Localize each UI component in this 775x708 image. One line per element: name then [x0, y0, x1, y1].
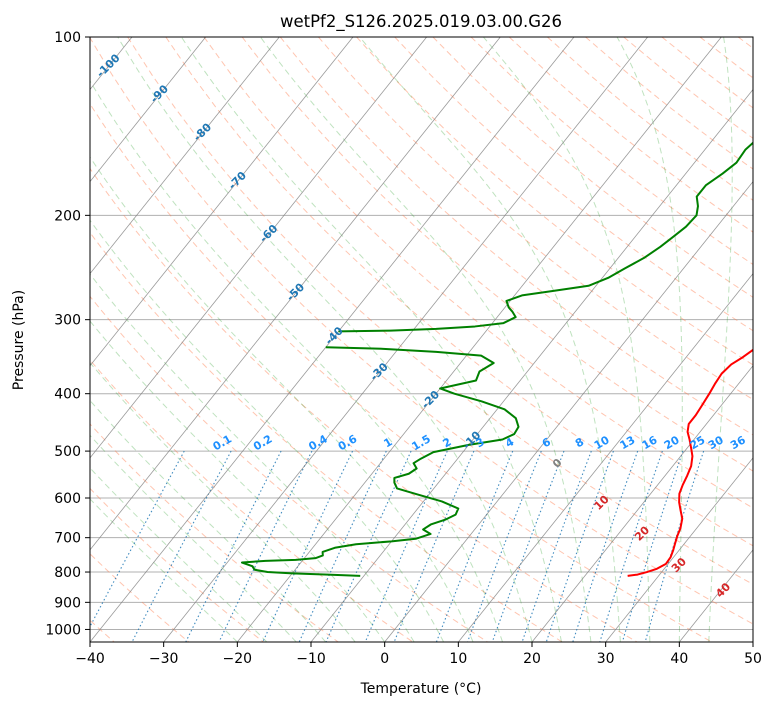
y-tick-label: 100: [54, 30, 81, 46]
moist-adiabat-line: [90, 320, 386, 642]
moist-adiabat-line: [90, 361, 356, 642]
isotherm-line: [384, 180, 753, 642]
y-tick-label: 800: [54, 565, 81, 581]
x-tick-label: 50: [744, 651, 762, 667]
x-tick-label: 20: [523, 651, 541, 667]
isotherm-line: [163, 37, 648, 642]
isotherm-line: [531, 365, 753, 642]
isotherm-line: [90, 37, 427, 459]
axes: −40 −30 −20 −10 0 10 20 30 40 50 100 200 300 400 500 60…: [45, 30, 762, 667]
mixing-ratio-line: [298, 450, 387, 642]
moist-adiabat-line: [259, 37, 592, 642]
mixing-ratio-line: [218, 450, 313, 642]
mixing-ratio-line: [599, 450, 663, 642]
isotherm-line: [90, 37, 206, 183]
mixing-ratio-line: [521, 450, 592, 642]
plot-frame: [89, 36, 754, 643]
x-tick-label: −20: [223, 651, 253, 667]
x-tick-label: 10: [449, 651, 467, 667]
moist-adiabat-line: [359, 37, 621, 642]
mixing-ratio-line: [185, 450, 282, 642]
x-tick-label: 0: [380, 651, 389, 667]
x-tick-label: −10: [296, 651, 326, 667]
dry-adiabat-line: [90, 231, 563, 642]
isotherm-line: [90, 37, 501, 551]
moist-adiabat-line: [90, 273, 415, 642]
x-tick-label: −30: [149, 651, 179, 667]
moist-adiabat-line: [90, 498, 238, 642]
y-tick-label: 1000: [45, 622, 81, 638]
moist-adiabat-line: [180, 37, 562, 642]
isotherm-line: [0, 37, 58, 642]
sounding-series: [240, 141, 753, 577]
y-tick-label: 400: [54, 387, 81, 403]
y-tick-label: 200: [54, 208, 81, 224]
moist-adiabat-line: [708, 37, 733, 642]
x-tick-label: −40: [75, 651, 105, 667]
mixing-ratio-line: [572, 450, 639, 642]
x-tick-label: 30: [597, 651, 615, 667]
moist-adiabat-line: [90, 219, 445, 642]
isotherm-line: [90, 37, 354, 367]
dry-adiabat-line: [90, 37, 753, 625]
dry-adiabat-line: [90, 102, 712, 642]
dewpoint-profile-line: [240, 346, 520, 577]
dry-adiabat-line: [203, 37, 753, 509]
isotherm-line: [237, 37, 722, 642]
mixing-ratio-line: [262, 450, 354, 642]
moist-adiabat-line: [90, 156, 474, 642]
dry-adiabat-line: [90, 487, 264, 642]
moist-adiabat-line: [482, 37, 651, 642]
dry-adiabat-line: [432, 37, 753, 298]
y-tick-label: 700: [54, 531, 81, 547]
y-tick-label: 500: [54, 444, 81, 460]
moist-adiabat-line: [90, 80, 504, 642]
plot-background: [90, 37, 753, 642]
y-tick-label: 900: [54, 595, 81, 611]
isotherm-line: [90, 37, 280, 275]
y-axis-title: Pressure (hPa): [11, 290, 27, 390]
isotherm-line: [458, 273, 753, 642]
isotherm-line: [752, 641, 753, 642]
dry-adiabat-line: [90, 167, 638, 642]
dry-adiabat-line: [241, 37, 753, 472]
temperature-profile-line: [627, 348, 753, 577]
mixing-ratio-line: [435, 450, 514, 642]
mixing-ratio-line: [466, 450, 542, 642]
dewpoint-profile-line: [338, 141, 753, 333]
mixing-ratio-line: [90, 450, 185, 628]
chart-title: wetPf2_S126.2025.019.03.00.G26: [280, 12, 562, 32]
moist-adiabat-line: [90, 434, 297, 642]
mixing-ratio-line: [644, 450, 705, 642]
isotherm-line: [605, 457, 753, 642]
dry-adiabat-line: [394, 37, 753, 332]
isotherm-line: [90, 37, 575, 642]
y-tick-label: 600: [54, 491, 81, 507]
dry-adiabat-line: [90, 295, 488, 642]
x-axis-title: Temperature (°C): [360, 681, 482, 697]
dry-adiabat-line: [127, 37, 753, 585]
y-tick-label: 300: [54, 313, 81, 329]
x-tick-label: 40: [670, 651, 688, 667]
moist-adiabat-line: [90, 467, 268, 642]
